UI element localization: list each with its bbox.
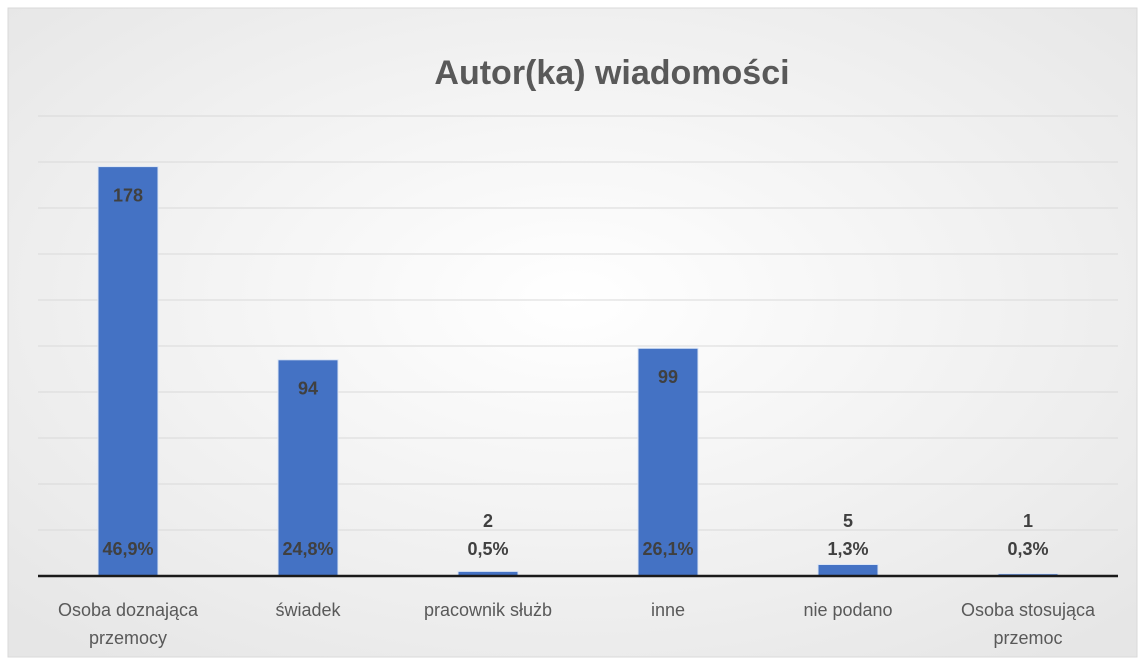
percentage-label: 0,3% — [1007, 539, 1048, 559]
x-tick-label: Osoba doznająca przemocy — [57, 600, 199, 648]
value-label: 2 — [483, 511, 493, 531]
bar — [637, 347, 699, 577]
percentage-label: 0,5% — [467, 539, 508, 559]
x-tick-label: pracownik służb — [423, 600, 553, 620]
x-tick-label: nie podano — [803, 600, 893, 620]
percentage-label: 26,1% — [642, 539, 693, 559]
percentage-label: 1,3% — [827, 539, 868, 559]
x-tick-label: świadek — [275, 600, 341, 620]
bar — [277, 359, 339, 577]
chart-title: Autor(ka) wiadomości — [434, 54, 789, 92]
value-label: 178 — [113, 185, 143, 205]
x-tick-label: inne — [650, 600, 686, 620]
value-label: 1 — [1023, 511, 1033, 531]
value-label: 99 — [658, 367, 678, 387]
value-label: 5 — [843, 511, 853, 531]
chart-area — [7, 7, 1138, 658]
bar — [97, 166, 159, 577]
percentage-label: 24,8% — [282, 539, 333, 559]
x-tick-label: Osoba stosująca przemoc — [960, 600, 1096, 648]
bar — [817, 564, 879, 577]
value-label: 94 — [298, 379, 318, 399]
percentage-label: 46,9% — [102, 539, 153, 559]
